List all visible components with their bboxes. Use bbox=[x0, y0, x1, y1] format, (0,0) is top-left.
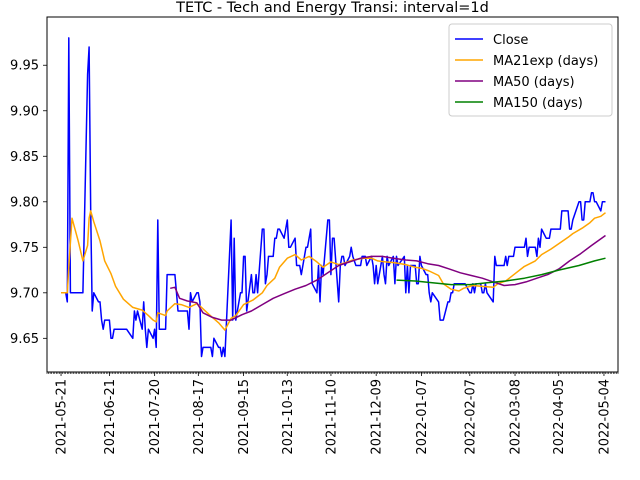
y-tick-label: 9.95 bbox=[10, 59, 39, 74]
x-tick-label: 2021-07-20 bbox=[148, 379, 163, 455]
legend-label: MA21exp (days) bbox=[493, 54, 598, 69]
legend-box bbox=[448, 23, 613, 117]
x-tick-label: 2022-04-05 bbox=[552, 379, 567, 455]
x-tick-label: 2021-06-21 bbox=[103, 379, 118, 455]
x-tick-label: 2022-02-07 bbox=[463, 379, 478, 455]
legend-label: MA150 (days) bbox=[493, 96, 583, 111]
y-axis: 9.65 9.70 9.75 9.80 9.85 9.90 9.95 bbox=[10, 59, 47, 347]
series-line-close bbox=[61, 37, 606, 358]
series-line-ma150-days bbox=[396, 257, 606, 286]
x-tick-label: 2021-05-21 bbox=[55, 379, 70, 455]
y-tick-label: 9.80 bbox=[10, 195, 39, 210]
legend-label: Close bbox=[493, 33, 528, 48]
x-tick-label: 2021-10-13 bbox=[281, 379, 296, 455]
y-tick-label: 9.70 bbox=[10, 286, 39, 301]
x-tick-label: 2021-12-09 bbox=[370, 379, 385, 455]
x-tick-label: 2022-01-07 bbox=[415, 379, 430, 455]
x-tick-label: 2021-09-15 bbox=[237, 379, 252, 455]
x-tick-label: 2022-05-04 bbox=[597, 379, 612, 455]
y-tick-label: 9.90 bbox=[10, 104, 39, 119]
x-tick-label: 2021-11-10 bbox=[324, 379, 339, 455]
legend-label: MA50 (days) bbox=[493, 75, 575, 90]
legend: Close MA21exp (days) MA50 (days) MA150 (day… bbox=[448, 23, 613, 117]
y-tick-label: 9.85 bbox=[10, 150, 39, 165]
x-tick-label: 2022-03-08 bbox=[509, 379, 524, 455]
series-lines bbox=[61, 37, 606, 358]
y-tick-label: 9.75 bbox=[10, 241, 39, 256]
chart-title: TETC - Tech and Energy Transi: interval=… bbox=[175, 0, 489, 16]
x-tick-label: 2021-08-17 bbox=[192, 379, 207, 455]
series-line-ma50-days bbox=[170, 234, 606, 321]
y-tick-label: 9.65 bbox=[10, 332, 39, 347]
x-axis: 2021-05-21 2021-06-21 2021-07-20 2021-08-17… bbox=[46, 372, 619, 455]
